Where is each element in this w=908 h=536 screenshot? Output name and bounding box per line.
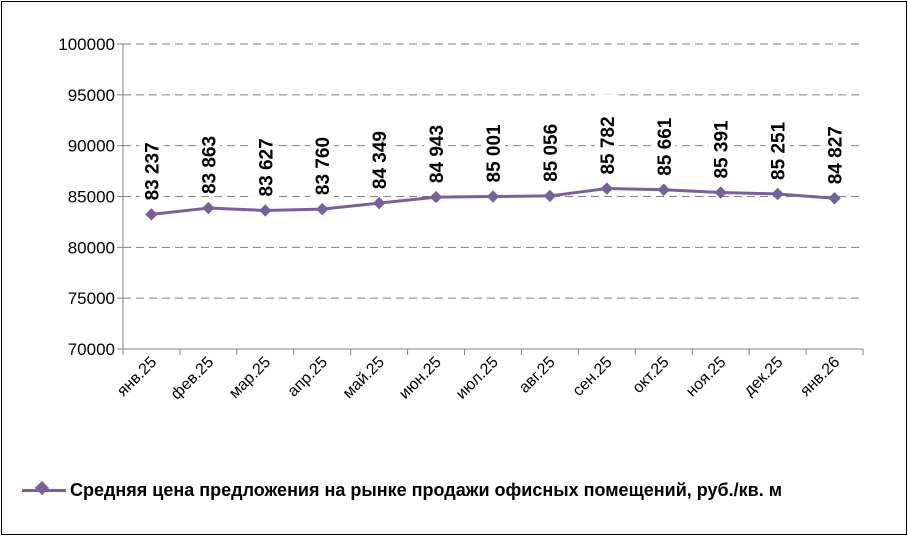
data-label-bg — [310, 115, 335, 198]
data-label: 85 251 — [765, 99, 790, 182]
data-label: 83 627 — [253, 116, 278, 199]
legend-line-swatch — [22, 480, 66, 495]
data-point-marker — [316, 202, 329, 216]
data-label: 84 827 — [822, 104, 847, 187]
y-tick-label: 80000 — [68, 238, 115, 257]
x-tick-label: фев.25 — [168, 354, 217, 403]
y-axis: 70000 75000 80000 85000 90000 95000 100000 — [58, 35, 124, 359]
data-label-text: 84 349 — [370, 131, 391, 189]
y-tick-label: 70000 — [68, 340, 115, 359]
x-tick-label: апр.25 — [285, 354, 332, 401]
x-tick-label: май.25 — [340, 354, 388, 402]
x-tick-label: окт.25 — [630, 354, 673, 397]
data-point-marker — [600, 182, 614, 195]
y-tick-label: 85000 — [68, 188, 115, 207]
data-label-bg — [139, 120, 164, 203]
data-point-marker — [714, 186, 727, 199]
data-label-bg — [651, 95, 676, 178]
x-tick-label: янв.26 — [797, 354, 843, 400]
data-point-marker — [202, 201, 215, 215]
y-tick-label: 75000 — [68, 289, 115, 308]
data-point-marker — [828, 192, 841, 205]
data-label-bg — [537, 101, 562, 184]
data-point-marker — [543, 189, 557, 203]
x-tick-label: ноя.25 — [683, 354, 729, 400]
data-label: 83 863 — [196, 114, 221, 197]
legend-label: Средняя цена предложения на рынке продаж… — [70, 479, 783, 500]
data-label-text: 84 943 — [427, 125, 448, 183]
data-point-marker — [259, 204, 272, 217]
data-label-bg — [424, 103, 449, 186]
data-label-bg — [765, 99, 790, 182]
data-label-text: 83 627 — [256, 138, 277, 196]
data-label-text: 85 251 — [769, 121, 790, 180]
y-tick-label: 95000 — [68, 86, 115, 105]
data-label: 84 349 — [367, 109, 392, 192]
data-label: 85 391 — [708, 98, 733, 181]
x-tick-label: сен.25 — [570, 354, 616, 400]
data-label-bg — [196, 114, 221, 197]
data-point-marker — [145, 208, 158, 221]
data-label: 85 661 — [651, 95, 676, 178]
legend-diamond-marker — [34, 480, 50, 495]
data-label-bg — [367, 109, 392, 192]
data-label: 83 237 — [139, 120, 164, 203]
y-tick-label: 100000 — [58, 35, 115, 54]
data-label-text: 85 782 — [598, 116, 619, 174]
data-label-text: 85 056 — [541, 124, 562, 182]
x-axis: янв.25 фев.25 мар.25 апр.25 май.25 июн.25 июл.… — [114, 348, 864, 403]
data-label-text: 84 827 — [826, 126, 847, 184]
data-label-bg — [822, 104, 847, 187]
data-label-text: 83 863 — [199, 136, 220, 194]
data-label: 83 760 — [310, 115, 335, 198]
data-point-marker — [657, 183, 670, 196]
data-label-text: 85 001 — [484, 124, 505, 183]
data-label: 85 056 — [537, 101, 562, 184]
data-label-text: 83 237 — [142, 142, 163, 200]
data-label: 85 001 — [481, 102, 505, 185]
y-tick-label: 90000 — [68, 137, 115, 156]
data-point-marker — [486, 190, 500, 203]
data-label-bg — [481, 102, 505, 185]
data-label: 84 943 — [424, 103, 449, 186]
data-point-marker — [429, 190, 443, 204]
x-tick-label: июл.25 — [453, 354, 502, 403]
x-tick-label: июн.25 — [396, 354, 445, 403]
x-tick-label: авг.25 — [516, 354, 559, 397]
x-tick-label: янв.25 — [114, 354, 160, 400]
data-labels: 83 237 83 863 83 627 83 760 84 349 84 943 85 0… — [139, 94, 847, 203]
data-label-text: 85 391 — [712, 120, 733, 179]
x-tick-label: мар.25 — [226, 354, 274, 402]
data-point-marker — [372, 196, 386, 210]
data-label: 85 782 — [594, 94, 619, 177]
data-points — [145, 182, 841, 221]
data-label-bg — [253, 116, 278, 199]
data-label-text: 83 760 — [313, 137, 334, 195]
x-tick-label: дек.25 — [741, 354, 787, 400]
data-label-text: 85 661 — [655, 117, 676, 176]
data-label-bg — [594, 94, 619, 177]
data-label-bg — [708, 98, 733, 181]
legend: Средняя цена предложения на рынке продаж… — [22, 476, 782, 504]
data-point-marker — [771, 187, 784, 201]
